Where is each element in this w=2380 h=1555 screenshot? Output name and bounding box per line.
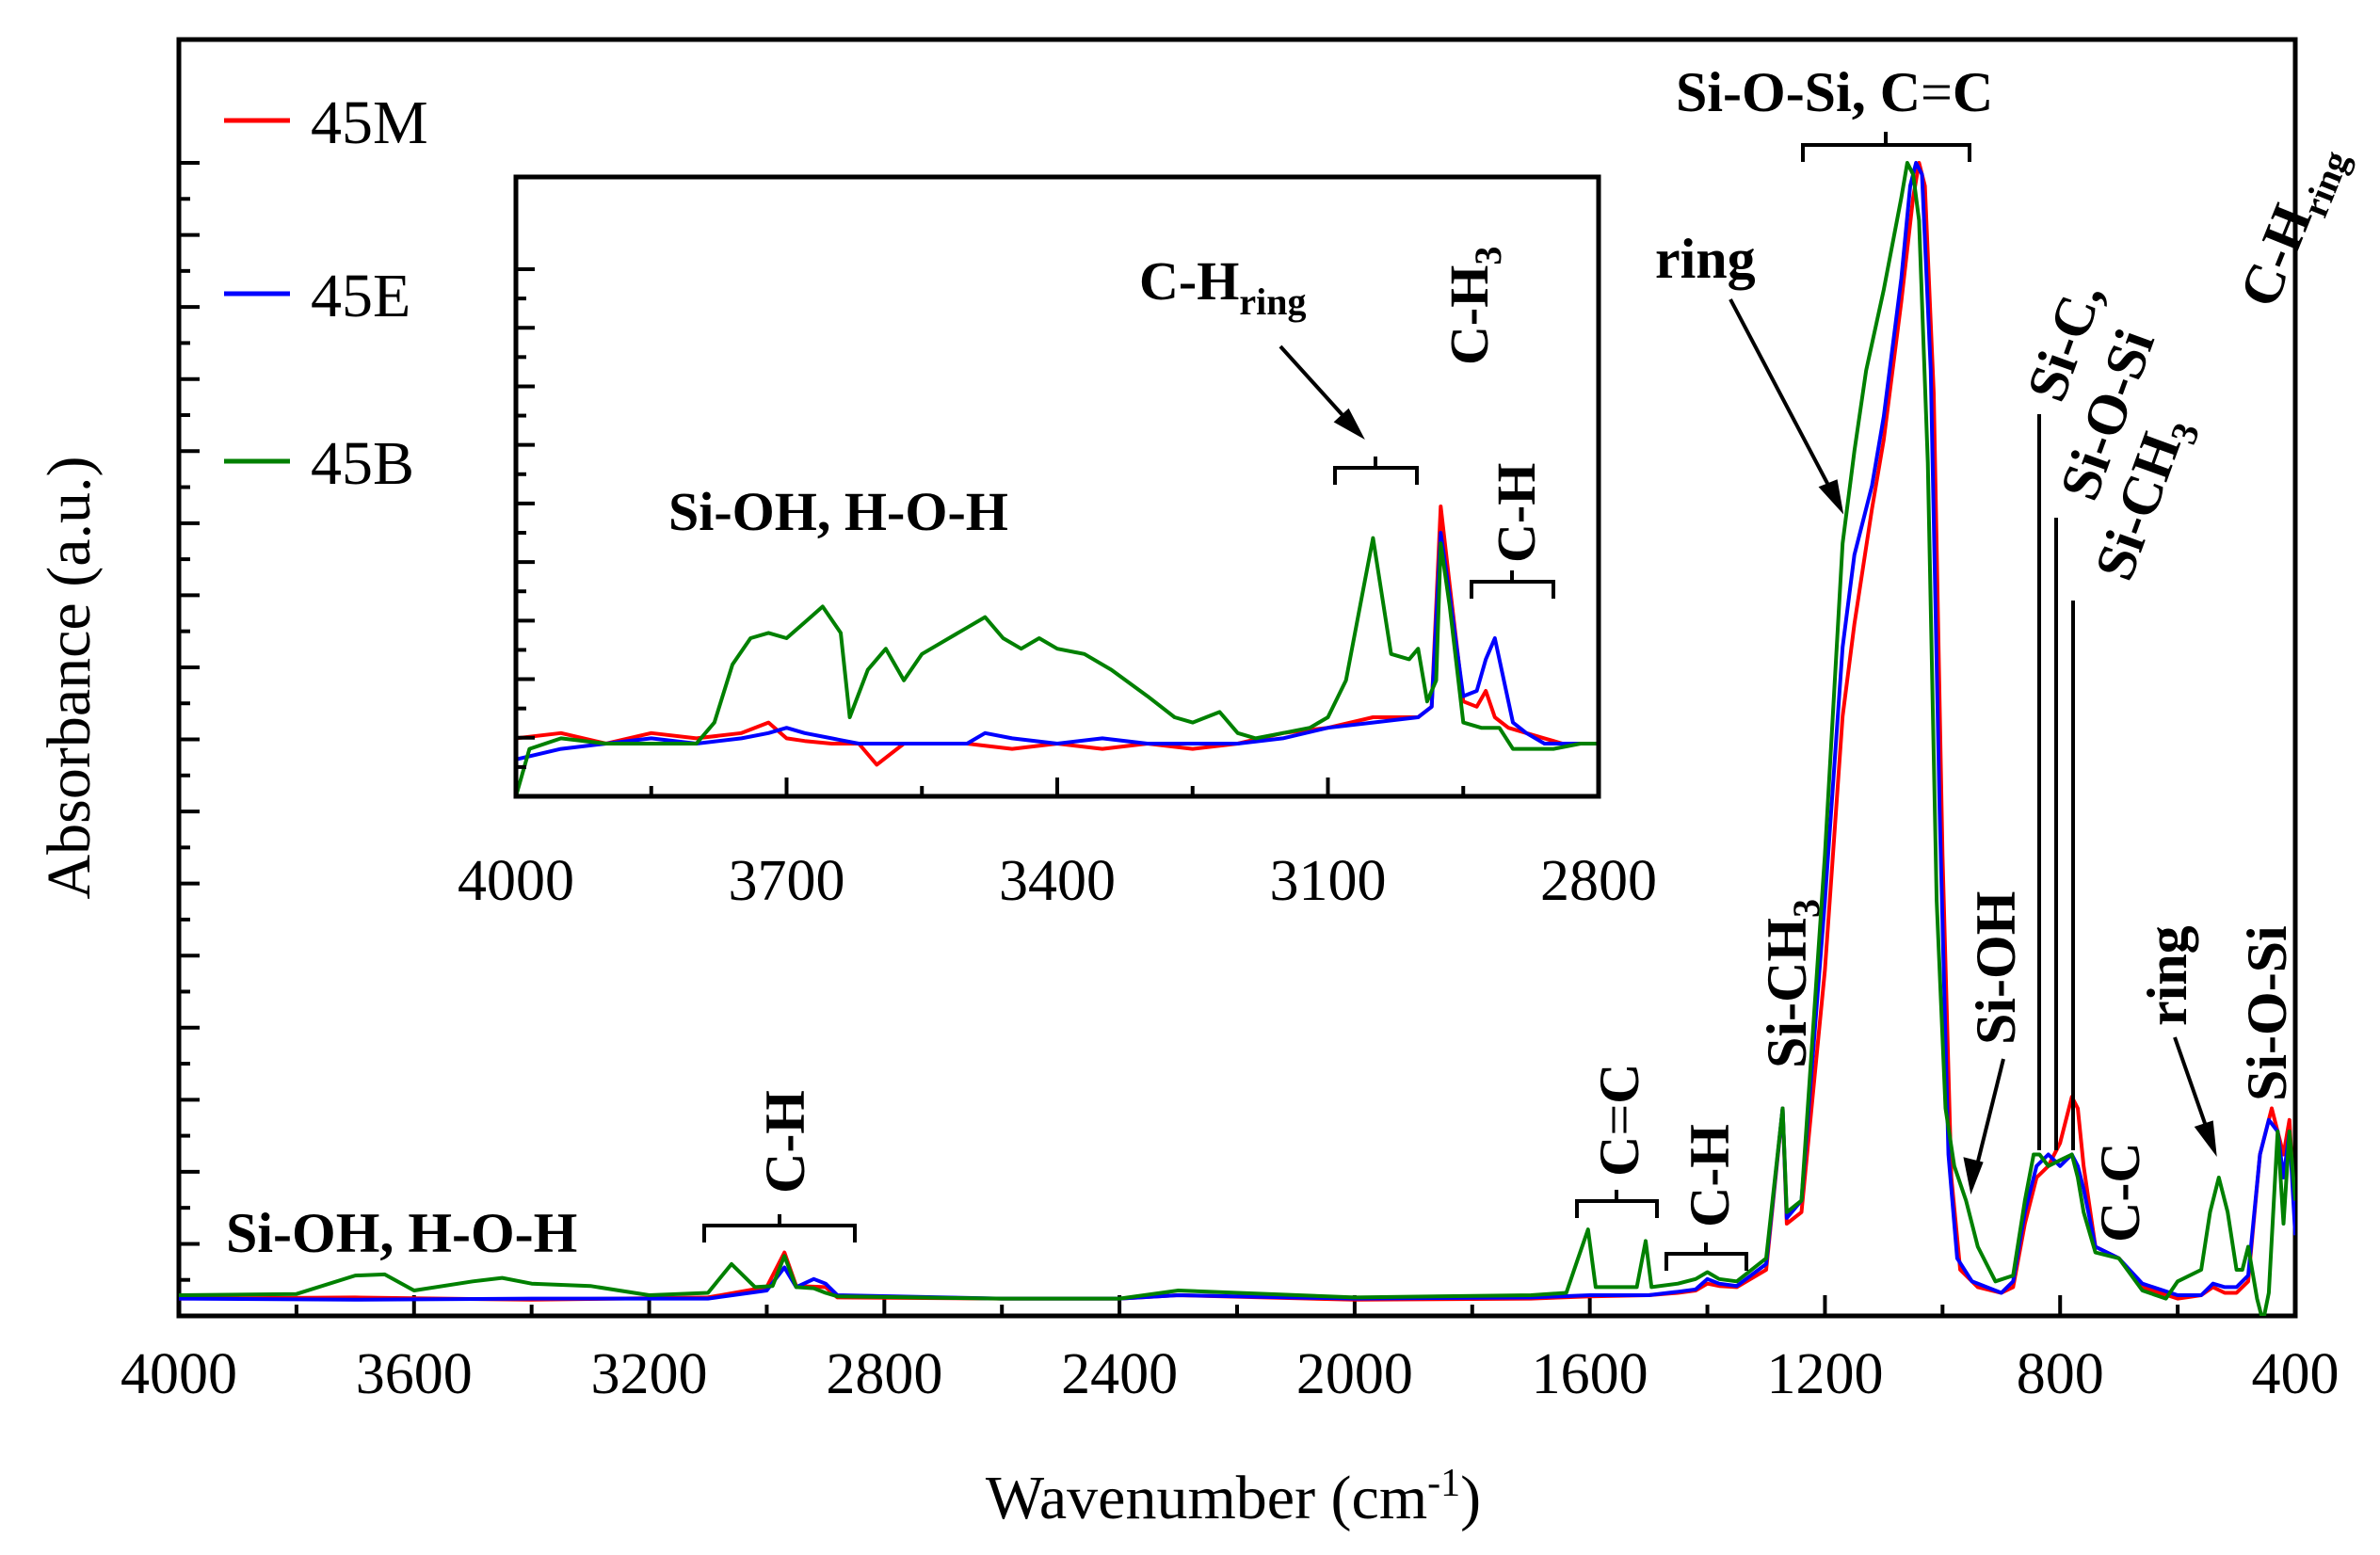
inset-x-tick-label: 3700 bbox=[729, 849, 845, 913]
inset-ann-sioh-hoh: Si-OH, H-O-H bbox=[668, 481, 1008, 542]
inset-y-ticks bbox=[516, 267, 535, 798]
inset-series-group bbox=[516, 505, 1599, 796]
main-x-tick-label: 4000 bbox=[121, 1342, 237, 1406]
main-x-tick-label: 1200 bbox=[1766, 1342, 1883, 1406]
bracket-cc-1600 bbox=[1575, 1190, 1659, 1218]
y-axis-title: Absorbance (a.u.) bbox=[35, 457, 104, 900]
arrowhead-sioh-950 bbox=[1963, 1157, 1984, 1195]
ann-sioh-950: Si-OH bbox=[1965, 891, 2027, 1045]
arrow-ring-1150 bbox=[1729, 298, 1842, 509]
main-x-tick-label: 2800 bbox=[826, 1342, 942, 1406]
ann-ch-1400: C-H bbox=[1679, 1124, 1741, 1227]
inset-series-45e bbox=[516, 531, 1599, 761]
inset-bracket-ch-ring bbox=[1333, 457, 1419, 485]
inset-x-ticks: 4000 3700 3400 3100 2800 bbox=[458, 778, 1657, 913]
ann-cc-700: C-C bbox=[2089, 1142, 2151, 1242]
main-series-group bbox=[179, 161, 2295, 1316]
ann-ring-1150: ring bbox=[1655, 228, 1756, 290]
main-x-tick-label: 2000 bbox=[1296, 1342, 1413, 1406]
bracket-siosi-cc bbox=[1801, 132, 1971, 162]
inset-ann-ch: C-H bbox=[1486, 463, 1547, 563]
ann-ring-540: ring bbox=[2136, 925, 2198, 1026]
ann-siosi-450: Si-O-Si bbox=[2236, 925, 2298, 1101]
main-x-tick-label: 400 bbox=[2252, 1342, 2340, 1406]
main-x-tick-label: 2400 bbox=[1061, 1342, 1178, 1406]
main-x-ticks: 4000 3600 3200 2800 2400 2000 1600 1200 800 400 bbox=[121, 1295, 2340, 1406]
inset-bracket-ch bbox=[1470, 570, 1555, 599]
legend-label-45m: 45M bbox=[311, 88, 428, 157]
inset-x-tick-label: 3400 bbox=[999, 849, 1116, 913]
ann-cc-1600: C=C bbox=[1588, 1063, 1650, 1177]
inset-x-tick-label: 4000 bbox=[458, 849, 574, 913]
ann-sioh-hoh: Si-OH, H-O-H bbox=[226, 1202, 577, 1264]
ann-ch-ring-top: C-Hring bbox=[2227, 134, 2357, 318]
ann-ch-3000: C-H bbox=[754, 1090, 816, 1194]
main-x-tick-label: 800 bbox=[2017, 1342, 2104, 1406]
inset-series-45b bbox=[516, 536, 1599, 796]
arrowhead-ring-1150 bbox=[1818, 479, 1844, 515]
main-y-ticks bbox=[179, 161, 200, 1318]
inset-series-45m bbox=[516, 505, 1599, 767]
bracket-ch-3000 bbox=[702, 1214, 857, 1242]
bracket-ch-1400 bbox=[1664, 1242, 1748, 1271]
inset-x-tick-label: 2800 bbox=[1540, 849, 1657, 913]
inset-x-tick-label: 3100 bbox=[1270, 849, 1387, 913]
main-series-45b bbox=[179, 161, 2295, 1316]
main-x-tick-label: 3200 bbox=[591, 1342, 708, 1406]
inset-ann-ch3: C-H3 bbox=[1439, 247, 1509, 365]
legend: 45M 45E 45B bbox=[224, 88, 428, 498]
inset-ann-ch-ring: C-Hring bbox=[1139, 250, 1306, 323]
arrowhead-ring-540 bbox=[2194, 1120, 2217, 1157]
ann-sich3-1270: Si-CH3 bbox=[1756, 899, 1827, 1068]
inset-arrowhead-ch-ring bbox=[1333, 408, 1365, 441]
inset-background bbox=[516, 177, 1599, 796]
ann-siosi-cc: Si-O-Si, C=C bbox=[1676, 61, 1993, 123]
inset-annotations: Si-OH, H-O-H C-Hring C-H3 C-H bbox=[668, 247, 1555, 599]
main-x-tick-label: 1600 bbox=[1532, 1342, 1648, 1406]
main-annotations: Si-OH, H-O-H C-H C=C C-H Si-CH3 Si-O-Si,… bbox=[226, 61, 2357, 1271]
legend-label-45e: 45E bbox=[311, 262, 410, 330]
main-x-tick-label: 3600 bbox=[356, 1342, 473, 1406]
x-axis-title: Wavenumber (cm-1) bbox=[986, 1462, 1481, 1532]
legend-label-45b: 45B bbox=[311, 429, 414, 498]
